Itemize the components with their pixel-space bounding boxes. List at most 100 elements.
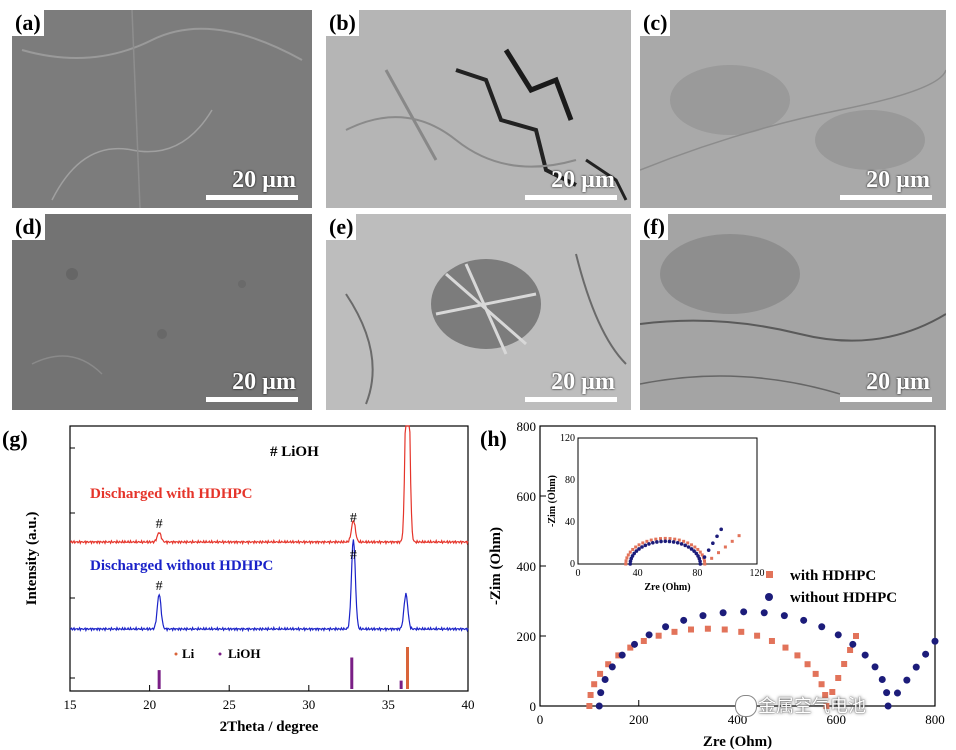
inset-point-without-hdhpc [663,539,668,544]
scale-label: 20 µm [232,369,296,395]
inset-point-with-hdhpc [703,562,707,566]
inset-point-with-hdhpc [668,537,672,541]
inset-point-with-hdhpc [700,553,704,557]
inset-point-without-hdhpc [702,555,707,559]
inset-point-without-hdhpc [630,554,635,558]
y-tick-label: 800 [517,419,537,434]
inset-point-with-hdhpc [723,545,727,549]
data-point-without-hdhpc [631,640,639,648]
data-point-without-hdhpc [601,675,609,683]
inset-point-with-hdhpc [649,538,653,542]
scale-label: 20 µm [866,167,930,193]
data-point-with-hdhpc [671,628,678,635]
x-tick-label: 35 [382,697,395,712]
x-tick-label: 800 [925,712,945,727]
data-point-without-hdhpc [849,640,857,648]
series-line-without-hdhpc [69,539,469,633]
x-tick-label: 600 [827,712,847,727]
data-point-without-hdhpc [884,702,892,710]
panel-label: (d) [12,214,45,240]
data-point-without-hdhpc [800,616,808,624]
data-point-with-hdhpc [804,661,811,668]
inset-point-with-hdhpc [634,545,638,549]
data-point-without-hdhpc [834,631,842,639]
inset-point-with-hdhpc [658,537,662,541]
data-point-with-hdhpc [823,703,830,709]
data-point-without-hdhpc [883,689,891,697]
panel-label: (e) [326,214,357,240]
data-point-without-hdhpc [818,623,826,631]
inset-y-axis-label: -Zim (Ohm) [547,475,558,527]
data-point-without-hdhpc [878,675,886,683]
inset-point-with-hdhpc [686,541,690,545]
data-point-without-hdhpc [871,663,879,671]
inset-point-without-hdhpc [692,549,696,553]
data-point-with-hdhpc [597,670,604,677]
inset-point-without-hdhpc [628,559,633,564]
legend-marker-with-hdhpc [766,571,773,578]
scale-label: 20 µm [866,369,930,395]
legend-label-with-hdhpc: Discharged with HDHPC [90,486,253,502]
x-axis-label: Zre (Ohm) [703,734,772,750]
panel-label-h: (h) [480,426,507,451]
sem-panel-f: (f) 20 µm [640,214,946,410]
inset-point-without-hdhpc [637,547,641,551]
data-point-with-hdhpc [829,689,836,695]
sem-image [326,10,631,208]
y-tick-label: 0 [530,699,537,714]
inset-y-tick-label: 80 [565,475,575,486]
legend-marker-lioh [218,652,222,656]
sem-image [640,10,946,208]
watermark: 金属空气电池 [758,696,866,717]
inset-point-without-hdhpc [715,534,719,539]
data-point-with-hdhpc [615,652,622,659]
scale-bar [525,397,617,402]
charts-svg: (g) 15 20 25 30 35 40 2Theta / degree Intensity … [2,419,945,750]
sem-image [12,10,312,208]
data-point-with-hdhpc [768,637,775,644]
peak-hash-annotation: # [156,579,163,594]
data-point-without-hdhpc [893,689,901,697]
x-tick-label: 30 [302,697,315,712]
inset-y-tick-label: 120 [560,433,575,444]
inset-point-with-hdhpc [624,562,628,566]
data-point-without-hdhpc [645,631,653,639]
peak-hash-annotation: # [350,511,357,526]
data-point-with-hdhpc [640,637,647,644]
scale-bar [525,195,617,200]
data-point-with-hdhpc [591,681,598,688]
inset-point-without-hdhpc [667,539,672,544]
data-point-with-hdhpc [818,681,825,688]
inset-point-with-hdhpc [677,538,681,542]
data-point-with-hdhpc [655,632,662,639]
legend-marker-without-hdhpc [765,593,773,601]
inset-x-tick-label: 120 [750,568,765,579]
inset-y-tick-label: 0 [570,559,575,570]
data-point-with-hdhpc [704,625,711,632]
peak-hash-annotation: # [156,517,163,532]
inset-point-with-hdhpc [689,543,693,547]
data-point-without-hdhpc [680,616,688,624]
inset-point-with-hdhpc [663,536,667,540]
scale-label: 20 µm [232,167,296,193]
y-tick-label: 200 [517,629,537,644]
inset-point-with-hdhpc [645,539,649,543]
legend-label-lioh-hash: # LiOH [270,444,319,460]
data-point-without-hdhpc [760,609,768,617]
inset-point-with-hdhpc [631,547,635,551]
data-point-with-hdhpc [738,628,745,635]
scale-bar [840,195,932,200]
inset-point-without-hdhpc [694,551,699,556]
inset-point-without-hdhpc [671,540,676,544]
panel-label: (a) [12,10,44,36]
inset-frame [577,437,758,565]
inset-point-without-hdhpc [647,542,651,546]
inset-point-with-hdhpc [710,556,714,560]
data-point-without-hdhpc [861,651,869,659]
inset-point-without-hdhpc [628,562,633,566]
data-point-with-hdhpc [754,632,761,639]
x-tick-label: 25 [223,697,236,712]
data-point-with-hdhpc [841,661,848,667]
inset-x-tick-label: 0 [576,568,581,579]
inset-point-with-hdhpc [682,539,686,543]
